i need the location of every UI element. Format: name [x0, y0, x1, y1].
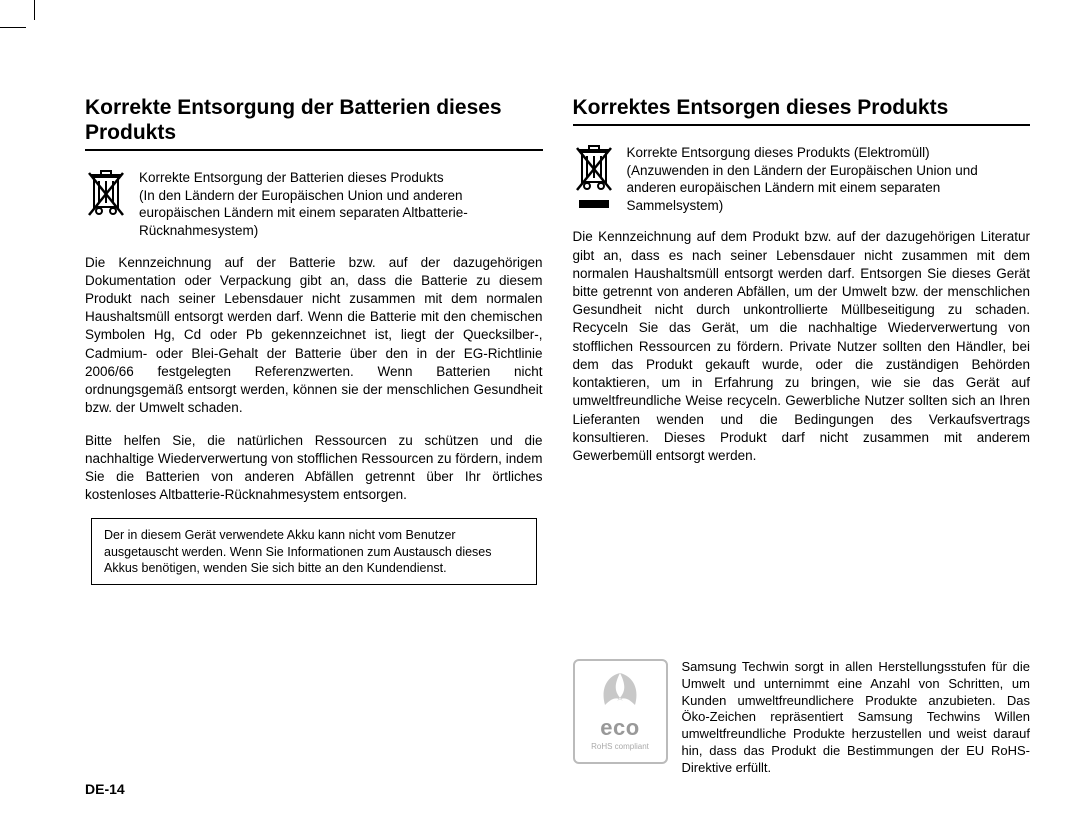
crossed-bin-icon: [85, 169, 127, 225]
leaf-icon: [595, 671, 645, 713]
left-paragraph-1: Die Kennzeichnung auf der Batterie bzw. …: [85, 254, 543, 418]
right-column: Korrektes Entsorgen dieses Produkts: [573, 95, 1031, 777]
battery-note-box: Der in diesem Gerät verwendete Akku kann…: [91, 518, 537, 585]
eco-section: eco RoHS compliant Samsung Techwin sorgt…: [573, 639, 1031, 777]
crossed-bin-bar-icon: [573, 144, 615, 212]
left-paragraph-2: Bitte helfen Sie, die natürlichen Ressou…: [85, 432, 543, 505]
product-disposal-intro: Korrekte Entsorgung dieses Produkts (Ele…: [573, 144, 1031, 214]
left-heading: Korrekte Entsorgung der Batterien dieses…: [85, 95, 543, 151]
right-intro-text: Korrekte Entsorgung dieses Produkts (Ele…: [627, 144, 1031, 214]
eco-label: eco: [600, 715, 639, 741]
right-heading: Korrektes Entsorgen dieses Produkts: [573, 95, 1031, 126]
page-content: Korrekte Entsorgung der Batterien dieses…: [85, 95, 1030, 777]
eco-description: Samsung Techwin sorgt in allen Herstellu…: [682, 659, 1031, 777]
page-number: DE-14: [85, 781, 125, 797]
left-column: Korrekte Entsorgung der Batterien dieses…: [85, 95, 543, 777]
eco-logo: eco RoHS compliant: [573, 659, 668, 764]
left-intro-text: Korrekte Entsorgung der Batterien dieses…: [139, 169, 543, 239]
eco-sublabel: RoHS compliant: [591, 742, 649, 751]
battery-disposal-intro: Korrekte Entsorgung der Batterien dieses…: [85, 169, 543, 239]
right-paragraph-1: Die Kennzeichnung auf dem Produkt bzw. a…: [573, 228, 1031, 465]
